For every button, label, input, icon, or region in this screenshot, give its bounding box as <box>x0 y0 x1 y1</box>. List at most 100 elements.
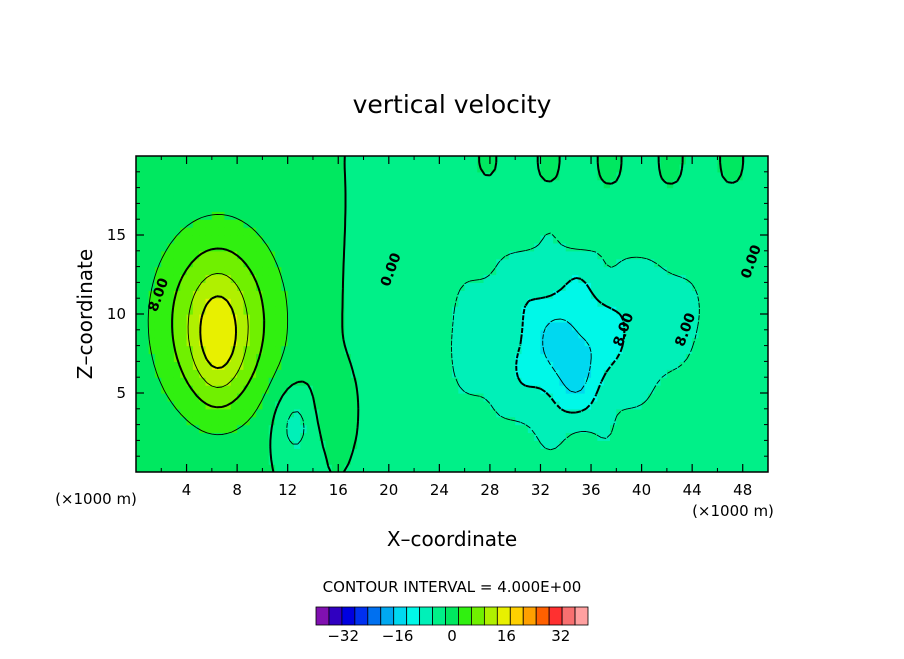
field-cell <box>230 361 238 370</box>
field-cell <box>294 337 301 347</box>
field-cell <box>167 440 175 449</box>
field-cell <box>534 321 542 331</box>
field-cell <box>426 416 434 426</box>
field-cell <box>312 258 320 268</box>
field-cell <box>584 361 592 370</box>
field-cell <box>660 266 668 276</box>
field-cell <box>312 211 320 220</box>
field-cell <box>167 163 175 173</box>
field-cell <box>584 345 592 355</box>
field-cell <box>414 163 421 173</box>
field-cell <box>433 306 440 315</box>
field-cell <box>527 393 535 402</box>
field-cell <box>205 156 213 165</box>
field-cell <box>685 385 693 394</box>
field-cell <box>167 235 175 244</box>
field-cell <box>211 187 219 197</box>
field-cell <box>610 235 617 244</box>
field-cell <box>742 163 750 173</box>
field-cell <box>546 314 554 323</box>
field-cell <box>382 400 390 410</box>
field-cell <box>281 258 289 268</box>
field-cell <box>603 448 611 457</box>
field-cell <box>679 416 687 426</box>
field-cell <box>452 432 459 441</box>
field-cell <box>300 385 308 394</box>
field-cell <box>331 171 339 181</box>
field-cell <box>553 274 561 283</box>
field-cell <box>464 408 472 418</box>
field-cell <box>256 314 263 323</box>
field-cell <box>237 187 245 197</box>
field-cell <box>578 306 586 315</box>
field-cell <box>167 203 175 212</box>
field-cell <box>553 464 561 472</box>
field-cell <box>287 298 295 307</box>
field-cell <box>319 345 327 355</box>
field-cell <box>572 290 579 299</box>
field-cell <box>268 432 276 441</box>
field-cell <box>660 290 668 299</box>
field-cell <box>237 408 245 418</box>
field-cell <box>660 258 668 268</box>
field-cell <box>300 424 308 434</box>
field-cell <box>666 187 674 197</box>
field-cell <box>464 195 472 204</box>
field-cell <box>294 361 301 370</box>
field-cell <box>749 274 756 283</box>
field-cell <box>502 408 510 418</box>
field-cell <box>414 290 421 299</box>
field-cell <box>654 235 662 244</box>
field-cell <box>224 250 232 260</box>
field-cell <box>698 345 706 355</box>
field-cell <box>319 187 327 197</box>
field-cell <box>414 179 421 189</box>
field-cell <box>572 298 579 307</box>
field-cell <box>167 179 175 189</box>
field-cell <box>256 258 263 268</box>
field-cell <box>578 235 586 244</box>
field-cell <box>559 195 567 204</box>
field-cell <box>382 274 390 283</box>
field-cell <box>211 211 219 220</box>
field-cell <box>350 242 358 252</box>
field-cell <box>173 203 181 212</box>
field-cell <box>433 266 440 276</box>
field-cell <box>439 385 447 394</box>
field-cell <box>433 179 440 189</box>
field-cell <box>452 408 459 418</box>
field-cell <box>331 416 339 426</box>
field-cell <box>736 408 744 418</box>
field-cell <box>205 163 213 173</box>
field-cell <box>401 306 409 315</box>
field-cell <box>736 432 744 441</box>
field-cell <box>445 393 453 402</box>
field-cell <box>249 464 257 472</box>
field-cell <box>401 408 409 418</box>
field-cell <box>243 195 251 204</box>
field-cell <box>268 377 276 386</box>
field-cell <box>508 235 516 244</box>
field-cell <box>622 314 630 323</box>
field-cell <box>281 290 289 299</box>
field-cell <box>622 266 630 276</box>
field-cell <box>199 432 207 441</box>
field-cell <box>388 321 396 331</box>
field-cell <box>635 321 643 331</box>
colorbar-swatch <box>432 606 446 626</box>
field-cell <box>136 187 143 197</box>
colorbar-swatch <box>471 606 485 626</box>
field-cell <box>230 432 238 441</box>
field-cell <box>205 282 213 291</box>
field-cell <box>237 424 245 434</box>
field-cell <box>761 464 768 472</box>
field-cell <box>502 274 510 283</box>
field-cell <box>704 456 712 465</box>
field-cell <box>452 329 459 339</box>
field-cell <box>610 203 617 212</box>
field-cell <box>603 424 611 434</box>
field-cell <box>660 432 668 441</box>
field-cell <box>180 345 188 355</box>
field-cell <box>647 195 655 204</box>
field-cell <box>496 235 504 244</box>
